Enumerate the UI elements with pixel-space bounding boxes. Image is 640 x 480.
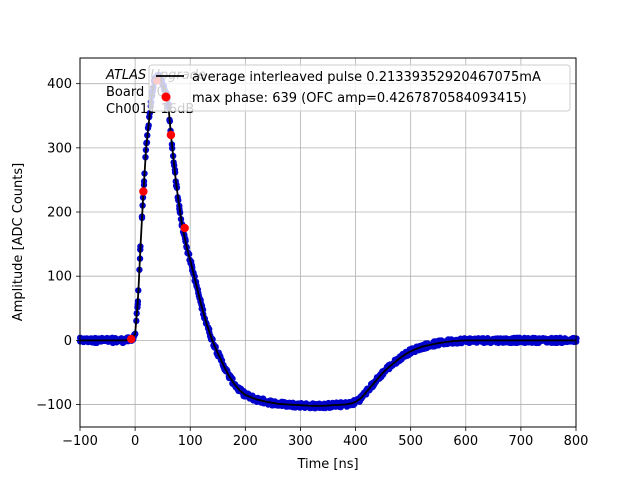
x-tick-label: 300 (288, 434, 313, 449)
y-tick-label: 0 (64, 334, 72, 349)
x-tick-label: −100 (62, 434, 98, 449)
legend: average interleaved pulse 0.213393529204… (148, 64, 571, 112)
axes-frame (79, 57, 577, 428)
axis-ticks: −100 0 100 200 300 400 500 600 700 800 −100 0 100 200… (36, 77, 588, 449)
legend-marker-swatch (161, 92, 171, 102)
max-phase-marker (139, 187, 148, 196)
max-phase-marker (127, 334, 136, 344)
y-tick-label: 400 (47, 77, 72, 92)
x-tick-label: 0 (131, 434, 139, 449)
legend-label-max-phase: max phase: 639 (OFC amp=0.42678705840934… (192, 91, 527, 106)
x-axis-label: Time [ns] (296, 457, 358, 472)
max-phase-marker (180, 223, 189, 233)
x-tick-label: 600 (453, 434, 478, 449)
x-tick-label: 100 (178, 434, 203, 449)
x-tick-label: 700 (508, 434, 533, 449)
x-tick-label: 500 (398, 434, 423, 449)
y-tick-label: 100 (47, 270, 72, 285)
y-tick-label: 200 (47, 206, 72, 221)
max-phase-marker (166, 130, 176, 140)
legend-label-average-pulse: average interleaved pulse 0.213393529204… (192, 70, 541, 85)
x-tick-label: 400 (343, 434, 368, 449)
y-tick-label: −100 (36, 398, 72, 413)
legend-box (148, 64, 571, 112)
x-tick-label: 800 (564, 434, 589, 449)
y-tick-label: 300 (47, 141, 72, 156)
y-axis-label: Amplitude [ADC Counts] (11, 163, 26, 321)
x-tick-label: 200 (233, 434, 258, 449)
